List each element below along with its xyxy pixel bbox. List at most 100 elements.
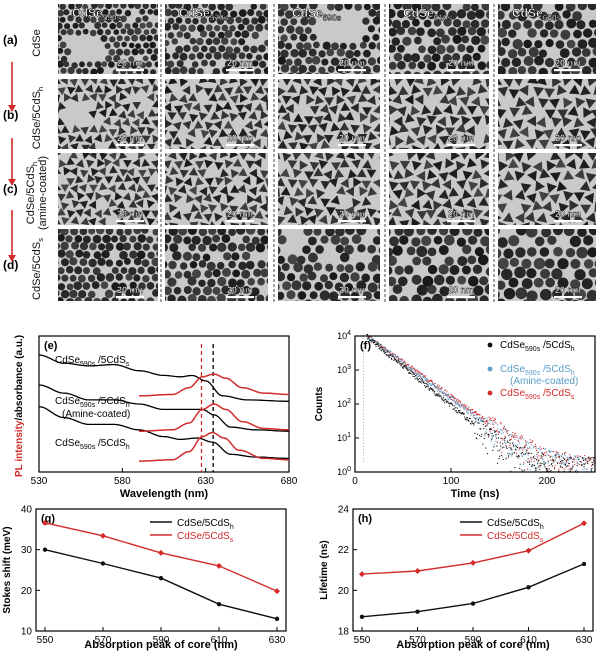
nanocrystal xyxy=(318,66,326,74)
nanocrystal xyxy=(389,55,390,61)
decay-point xyxy=(466,408,468,410)
decay-point xyxy=(368,336,370,338)
nanocrystal xyxy=(194,160,204,170)
decay-point xyxy=(583,459,585,461)
nanocrystal xyxy=(70,184,78,194)
nanocrystal xyxy=(63,9,70,16)
nanocrystal xyxy=(232,158,242,167)
decay-point xyxy=(445,399,447,401)
nanocrystal xyxy=(198,243,207,252)
decay-point xyxy=(496,429,498,431)
nanocrystal xyxy=(362,159,372,169)
decay-point xyxy=(492,436,494,438)
decay-point xyxy=(505,458,507,460)
nanocrystal xyxy=(278,187,280,198)
nanocrystal xyxy=(251,17,259,25)
decay-point xyxy=(476,414,478,416)
nanocrystal xyxy=(165,97,167,103)
nanocrystal xyxy=(501,268,513,280)
nanocrystal xyxy=(461,35,470,44)
nanocrystal xyxy=(572,79,583,87)
nanocrystal xyxy=(278,97,282,103)
nanocrystal xyxy=(250,92,260,101)
nanocrystal xyxy=(355,153,365,160)
nanocrystal xyxy=(223,120,233,129)
nanocrystal xyxy=(119,169,128,177)
nanocrystal xyxy=(58,159,67,168)
nanocrystal xyxy=(363,4,371,11)
decay-point xyxy=(593,457,595,459)
nanocrystal xyxy=(142,243,150,251)
decay-point xyxy=(523,454,525,456)
nanocrystal xyxy=(192,18,199,25)
decay-point xyxy=(523,446,525,448)
decay-point xyxy=(422,380,424,382)
panel-letter: (f) xyxy=(360,340,371,352)
decay-point xyxy=(449,397,451,399)
nanocrystal xyxy=(407,153,417,161)
nanocrystal xyxy=(120,15,127,23)
nanocrystal xyxy=(68,134,77,144)
nanocrystal xyxy=(308,178,319,188)
nanocrystal xyxy=(399,235,409,245)
nanocrystal xyxy=(59,41,67,49)
decay-point xyxy=(526,449,528,451)
nanocrystal xyxy=(485,244,489,255)
nanocrystal xyxy=(228,260,236,269)
decay-point xyxy=(564,453,566,455)
scale-bar xyxy=(554,296,582,299)
nanocrystal xyxy=(210,146,215,149)
decay-point xyxy=(428,382,430,384)
nanocrystal xyxy=(328,177,338,188)
nanocrystal xyxy=(209,243,218,252)
decay-point xyxy=(430,388,432,390)
nanocrystal xyxy=(549,300,553,301)
nanocrystal xyxy=(183,236,192,245)
nanocrystal xyxy=(300,215,310,225)
nanocrystal xyxy=(423,19,432,28)
tem-image: 20 nm xyxy=(389,153,489,225)
nanocrystal xyxy=(75,249,84,258)
nanocrystal xyxy=(60,290,70,299)
nanocrystal xyxy=(69,153,78,159)
decay-point xyxy=(376,343,378,345)
decay-point xyxy=(481,433,483,435)
y-tick-label: 18 xyxy=(338,627,350,638)
nanocrystal xyxy=(466,86,477,97)
decay-point xyxy=(425,379,427,381)
nanocrystal xyxy=(108,141,117,149)
nanocrystal xyxy=(141,176,151,185)
decay-point xyxy=(533,464,535,466)
nanocrystal xyxy=(129,250,138,259)
nanocrystal xyxy=(466,10,476,20)
nanocrystal xyxy=(67,15,74,22)
nanocrystal xyxy=(565,248,576,258)
y-tick-label: 100 xyxy=(337,466,351,477)
decay-point xyxy=(384,350,386,352)
decay-point xyxy=(448,402,450,404)
nanocrystal xyxy=(357,79,367,84)
nanocrystal xyxy=(259,202,268,212)
decay-point xyxy=(517,457,519,459)
decay-point xyxy=(427,379,429,381)
absorbance-curve xyxy=(38,384,289,432)
decay-point xyxy=(395,359,397,361)
nanocrystal xyxy=(58,69,59,74)
decay-point xyxy=(588,456,590,458)
nanocrystal xyxy=(361,196,372,206)
nanocrystal xyxy=(508,235,520,247)
decay-point xyxy=(529,446,531,448)
decay-point xyxy=(554,465,556,467)
nanocrystal xyxy=(425,153,436,160)
nanocrystal xyxy=(549,193,560,204)
y-axis-title: Counts xyxy=(314,386,325,421)
decay-point xyxy=(406,364,408,366)
scale-label: 20 nm xyxy=(448,209,474,219)
decay-point xyxy=(458,411,460,413)
decay-point xyxy=(501,430,503,432)
nanocrystal xyxy=(287,72,294,74)
decay-point xyxy=(464,416,466,418)
decay-point xyxy=(592,462,594,464)
nanocrystal xyxy=(379,227,389,236)
